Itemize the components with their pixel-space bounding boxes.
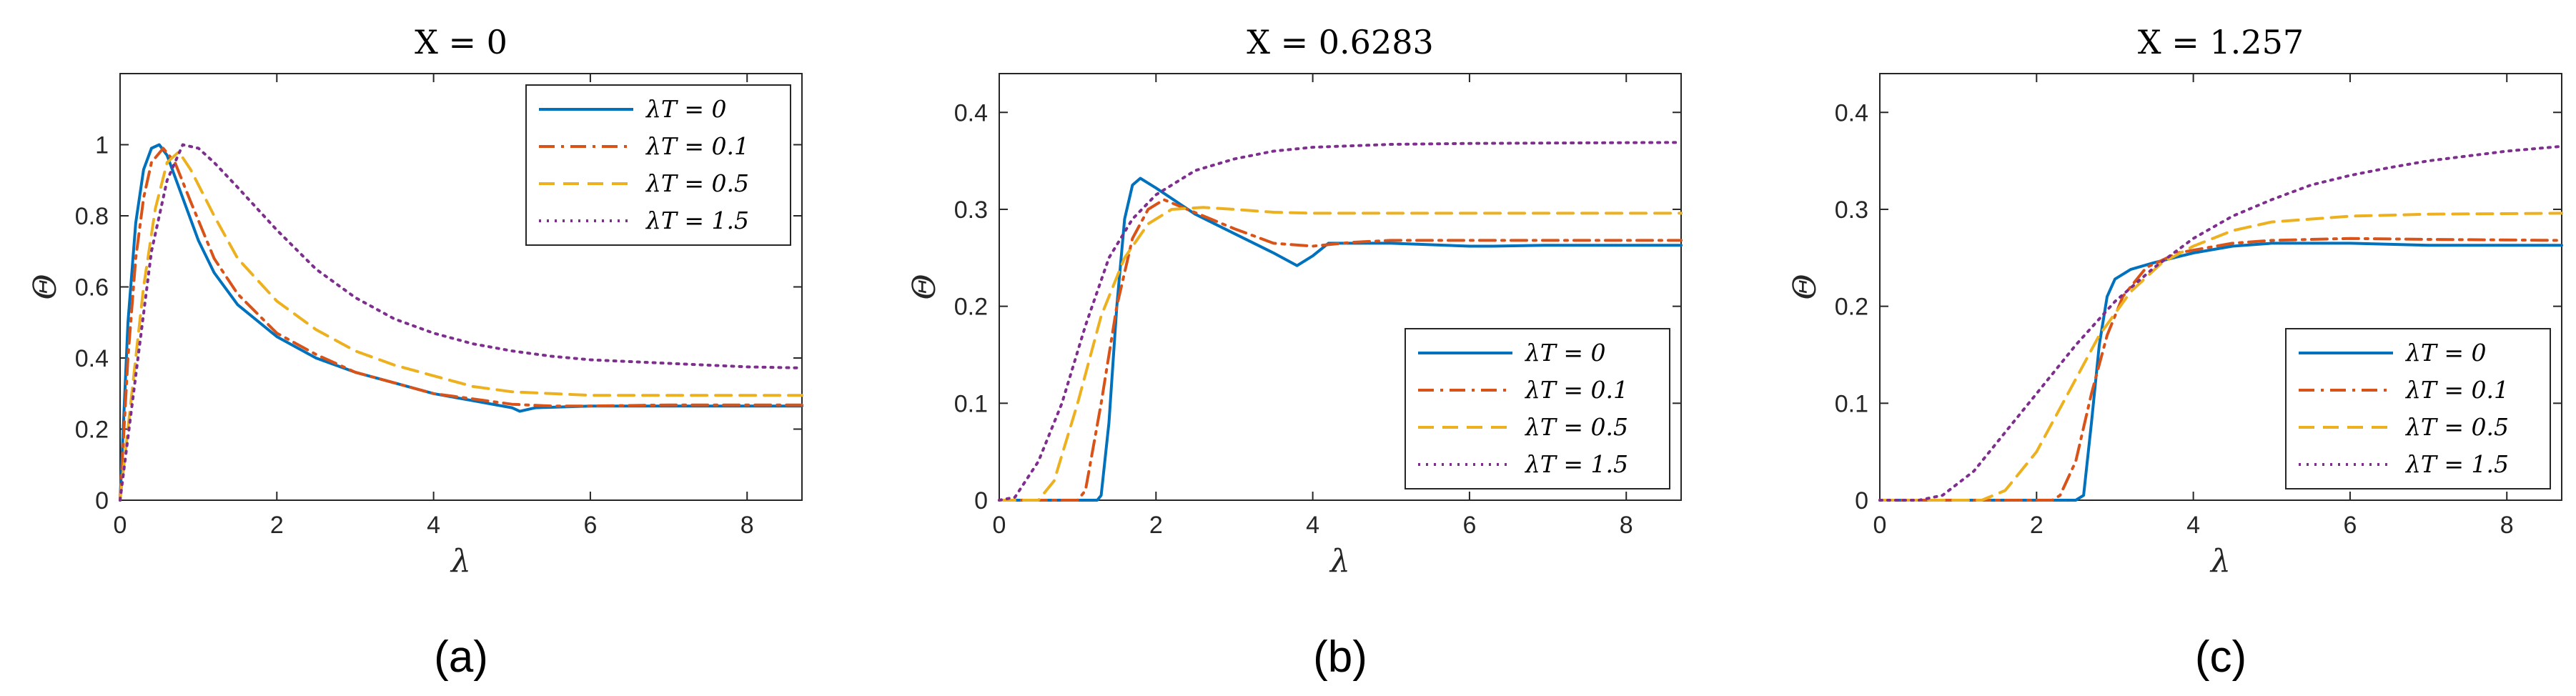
y-tick-label: 0.3 xyxy=(954,197,988,224)
x-axis-label: λ xyxy=(2209,543,2231,580)
x-tick-label: 6 xyxy=(2343,512,2357,539)
legend-entry-label: λT = 0.5 xyxy=(645,169,749,197)
y-tick-label: 0.4 xyxy=(1835,99,1868,126)
x-tick-label: 0 xyxy=(993,512,1006,539)
y-tick-label: 0 xyxy=(1855,487,1868,514)
y-tick-label: 0 xyxy=(95,487,109,514)
series-line-0 xyxy=(998,177,1683,502)
legend-entry-label: λT = 0.5 xyxy=(1524,413,1628,441)
y-tick-label: 1 xyxy=(95,132,109,159)
legend-entry-label: λT = 1.5 xyxy=(2404,450,2509,478)
legend-entry-label: λT = 1.5 xyxy=(1524,450,1628,478)
chart-title: X = 1.257 xyxy=(2138,23,2304,61)
series-line-2 xyxy=(119,150,803,502)
legend-entry-label: λT = 0.1 xyxy=(645,132,749,160)
legend-entry-label: λT = 0 xyxy=(1524,339,1606,367)
legend-box xyxy=(525,84,791,246)
panel-caption: (a) xyxy=(434,632,488,682)
y-axis-label: Θ xyxy=(1787,274,1823,299)
legend-entry-label: λT = 0.5 xyxy=(2404,413,2509,441)
y-tick-label: 0.1 xyxy=(1835,390,1868,417)
series-line-1 xyxy=(119,146,803,502)
series-line-2 xyxy=(998,206,1683,502)
y-tick-label: 0 xyxy=(974,487,988,514)
legend-entry-label: λT = 0.1 xyxy=(2404,376,2509,404)
series-line-2 xyxy=(1878,212,2563,502)
series-line-3 xyxy=(1878,144,2563,502)
legend-entry-label: λT = 0 xyxy=(2404,339,2487,367)
chart-title: X = 0.6283 xyxy=(1247,23,1434,61)
y-axis-label: Θ xyxy=(906,274,943,299)
chart-panel-0: 0 2 4 6 8 0 0.2 0.4 0.6 0.8 1 X = 0 λ ΘλT = 0 λT = 0.1… xyxy=(27,23,803,682)
series-line-3 xyxy=(119,143,803,502)
legend: λT = 0 λT = 0.1 λT = 0.5 λT = 1.5 xyxy=(1405,328,1670,489)
x-tick-label: 0 xyxy=(1873,512,1887,539)
legend: λT = 0 λT = 0.1 λT = 0.5 λT = 1.5 xyxy=(2285,328,2551,489)
y-tick-label: 0.1 xyxy=(954,390,988,417)
x-tick-label: 2 xyxy=(2030,512,2044,539)
series-line-1 xyxy=(1878,237,2563,502)
x-tick-label: 0 xyxy=(114,512,127,539)
x-tick-label: 6 xyxy=(583,512,597,539)
legend-entry-label: λT = 1.5 xyxy=(645,207,749,234)
y-tick-label: 0.4 xyxy=(954,99,988,126)
y-tick-label: 0.6 xyxy=(75,274,109,302)
legend-box xyxy=(1405,328,1670,489)
chart-title: X = 0 xyxy=(415,23,507,61)
x-tick-label: 4 xyxy=(2186,512,2200,539)
y-tick-label: 0.2 xyxy=(954,294,988,321)
panel-caption: (c) xyxy=(2195,632,2246,682)
y-tick-label: 0.4 xyxy=(75,345,109,372)
series-line-0 xyxy=(1878,242,2563,502)
x-tick-label: 8 xyxy=(740,512,754,539)
x-tick-label: 8 xyxy=(2500,512,2514,539)
legend-entry-label: λT = 0.1 xyxy=(1524,376,1628,404)
y-tick-label: 0.2 xyxy=(1835,294,1868,321)
y-tick-label: 0.8 xyxy=(75,203,109,230)
series-line-0 xyxy=(119,143,803,502)
x-axis-label: λ xyxy=(1329,543,1350,580)
legend-entry-label: λT = 0 xyxy=(645,95,727,123)
x-tick-label: 8 xyxy=(1620,512,1633,539)
y-tick-label: 0.3 xyxy=(1835,197,1868,224)
x-tick-label: 4 xyxy=(1306,512,1319,539)
legend: λT = 0 λT = 0.1 λT = 0.5 λT = 1.5 xyxy=(525,84,791,246)
x-tick-label: 2 xyxy=(270,512,284,539)
x-tick-label: 4 xyxy=(427,512,440,539)
x-tick-label: 6 xyxy=(1462,512,1476,539)
y-tick-label: 0.2 xyxy=(75,417,109,444)
x-tick-label: 2 xyxy=(1149,512,1163,539)
x-axis-label: λ xyxy=(450,543,471,580)
legend-box xyxy=(2285,328,2551,489)
panel-caption: (b) xyxy=(1313,632,1367,682)
y-axis-label: Θ xyxy=(27,274,64,299)
series-line-1 xyxy=(998,198,1683,502)
series-line-3 xyxy=(998,141,1683,502)
